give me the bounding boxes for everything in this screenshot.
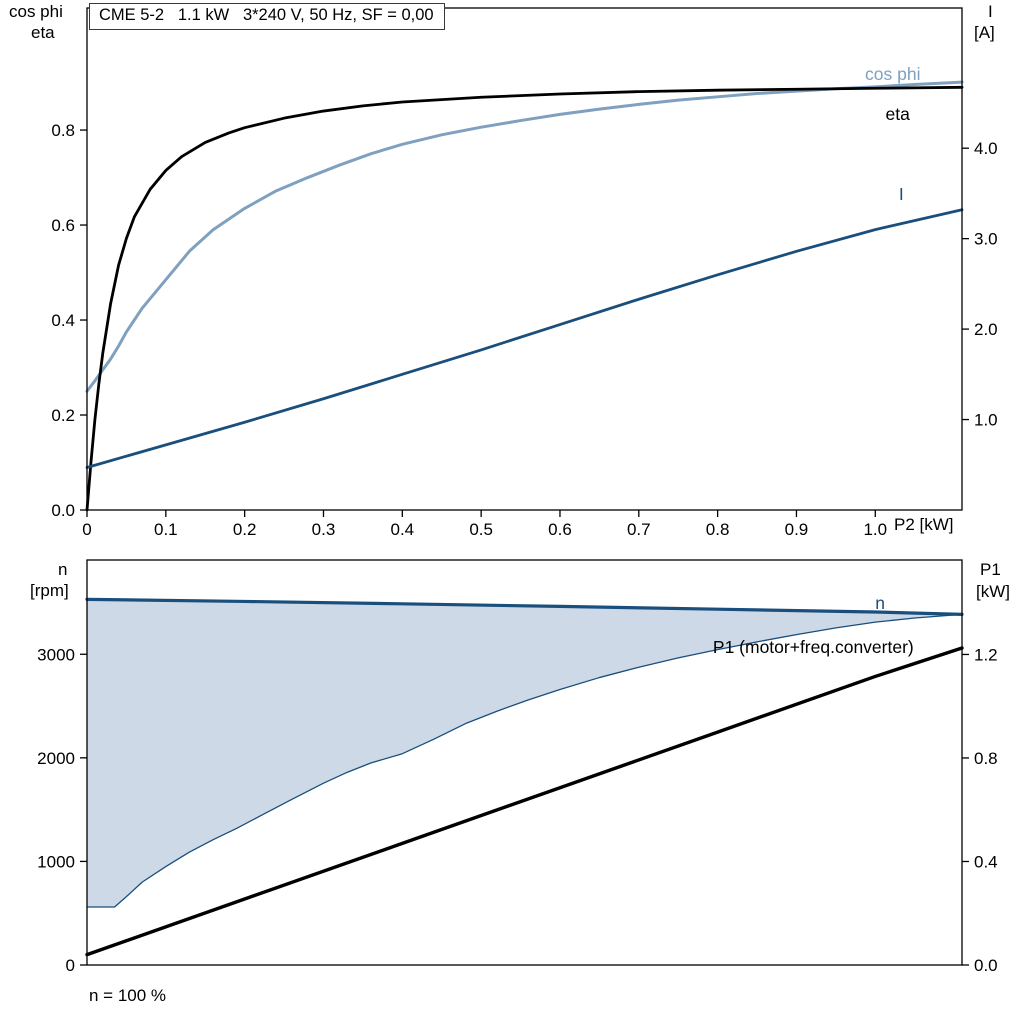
speed-footnote: n = 100 % xyxy=(89,986,167,1005)
svg-text:0.0: 0.0 xyxy=(974,956,998,975)
bottom-left-axis-title-unit: [rpm] xyxy=(30,581,69,600)
svg-text:0: 0 xyxy=(82,520,91,539)
svg-text:0.4: 0.4 xyxy=(51,311,75,330)
bottom-left-axis-title-speed: n xyxy=(58,560,68,579)
chart-title-box: CME 5-2 1.1 kW 3*240 V, 50 Hz, SF = 0,00 xyxy=(89,3,445,30)
svg-text:0.7: 0.7 xyxy=(627,520,651,539)
x-axis-title-p2: P2 [kW] xyxy=(894,515,954,534)
svg-text:1.2: 1.2 xyxy=(974,645,998,664)
svg-text:0.8: 0.8 xyxy=(706,520,730,539)
svg-text:0.9: 0.9 xyxy=(785,520,809,539)
svg-text:0.5: 0.5 xyxy=(469,520,493,539)
svg-text:0.6: 0.6 xyxy=(51,216,75,235)
svg-text:0.3: 0.3 xyxy=(312,520,336,539)
svg-text:0.1: 0.1 xyxy=(154,520,178,539)
svg-text:1.0: 1.0 xyxy=(974,411,998,430)
bottom-right-axis-title-unit: [kW] xyxy=(976,582,1010,601)
top-left-axis-title-eta: eta xyxy=(31,23,55,42)
svg-text:0.4: 0.4 xyxy=(390,520,414,539)
svg-text:3.0: 3.0 xyxy=(974,230,998,249)
svg-text:eta: eta xyxy=(886,104,911,124)
top-left-axis-title-cos-phi: cos phi xyxy=(9,2,63,21)
svg-text:0.6: 0.6 xyxy=(548,520,572,539)
svg-text:1.0: 1.0 xyxy=(863,520,887,539)
svg-text:0.0: 0.0 xyxy=(51,501,75,520)
svg-text:1000: 1000 xyxy=(37,852,75,871)
svg-text:n: n xyxy=(875,593,885,613)
svg-text:0.4: 0.4 xyxy=(974,852,998,871)
svg-text:3000: 3000 xyxy=(37,645,75,664)
top-right-axis-title-current: I xyxy=(988,2,993,21)
svg-text:4.0: 4.0 xyxy=(974,139,998,158)
svg-text:0: 0 xyxy=(66,956,75,975)
svg-text:cos phi: cos phi xyxy=(865,64,920,84)
top-right-axis-title-unit: [A] xyxy=(974,23,995,42)
svg-text:2000: 2000 xyxy=(37,749,75,768)
svg-text:I: I xyxy=(899,184,904,204)
svg-text:0.2: 0.2 xyxy=(51,406,75,425)
svg-text:P1 (motor+freq.converter): P1 (motor+freq.converter) xyxy=(713,637,914,657)
bottom-right-axis-title-p1: P1 xyxy=(980,560,1001,579)
svg-text:0.2: 0.2 xyxy=(233,520,257,539)
svg-text:2.0: 2.0 xyxy=(974,320,998,339)
svg-text:0.8: 0.8 xyxy=(974,749,998,768)
svg-text:0.8: 0.8 xyxy=(51,121,75,140)
